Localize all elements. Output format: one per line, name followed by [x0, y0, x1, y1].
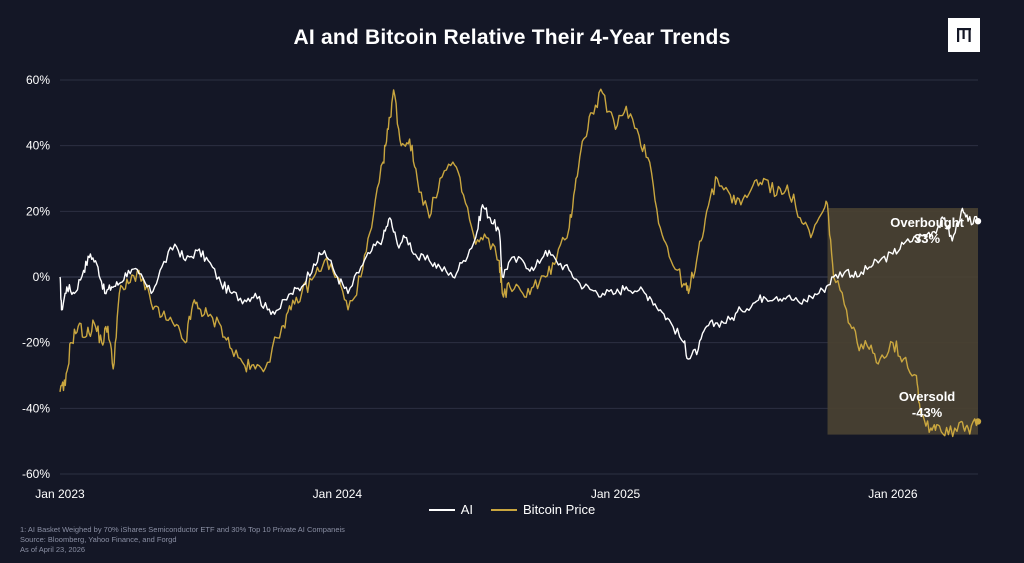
annotation-oversold: Oversold: [899, 389, 955, 404]
legend-label-ai: AI: [460, 502, 474, 517]
end-marker-ai: [974, 217, 982, 225]
x-tick-label: Jan 2023: [35, 487, 85, 501]
legend-item-bitcoin: Bitcoin Price: [491, 502, 595, 517]
brand-logo-icon: [948, 18, 980, 52]
y-tick-label: 60%: [26, 73, 50, 87]
logo-bars-icon: [957, 28, 971, 42]
highlight-region: [827, 208, 978, 435]
annotation-oversold: -43%: [912, 405, 943, 420]
footnote-line: 1: AI Basket Weighed by 70% iShares Semi…: [20, 525, 345, 534]
y-tick-label: -40%: [22, 401, 50, 415]
x-tick-label: Jan 2024: [313, 487, 363, 501]
y-tick-label: 20%: [26, 204, 50, 218]
annotation-overbought: Overbought: [890, 215, 964, 230]
footnote-line: As of April 23, 2026: [20, 545, 86, 554]
annotation-overbought: 33%: [914, 231, 940, 246]
end-marker-bitcoin: [974, 418, 982, 425]
legend-item-ai: AI: [428, 502, 474, 517]
y-tick-label: -20%: [22, 336, 50, 350]
footnote-line: Source: Bloomberg, Yahoo Finance, and Fo…: [20, 535, 177, 544]
x-tick-label: Jan 2026: [868, 487, 918, 501]
y-tick-label: 40%: [26, 139, 50, 153]
y-tick-label: 0%: [33, 270, 51, 284]
legend-swatch-bitcoin: [491, 508, 518, 511]
legend-swatch-ai: [428, 508, 455, 511]
x-tick-label: Jan 2025: [591, 487, 641, 501]
series-line-ai: [59, 204, 979, 360]
chart-title: AI and Bitcoin Relative Their 4-Year Tre…: [293, 26, 731, 49]
legend-label-bitcoin: Bitcoin Price: [523, 502, 596, 517]
series-line-bitcoin: [59, 88, 979, 438]
footnotes: 1: AI Basket Weighed by 70% iShares Semi…: [20, 525, 345, 555]
legend: AI Bitcoin Price: [0, 502, 1024, 517]
y-tick-label: -60%: [22, 467, 50, 481]
